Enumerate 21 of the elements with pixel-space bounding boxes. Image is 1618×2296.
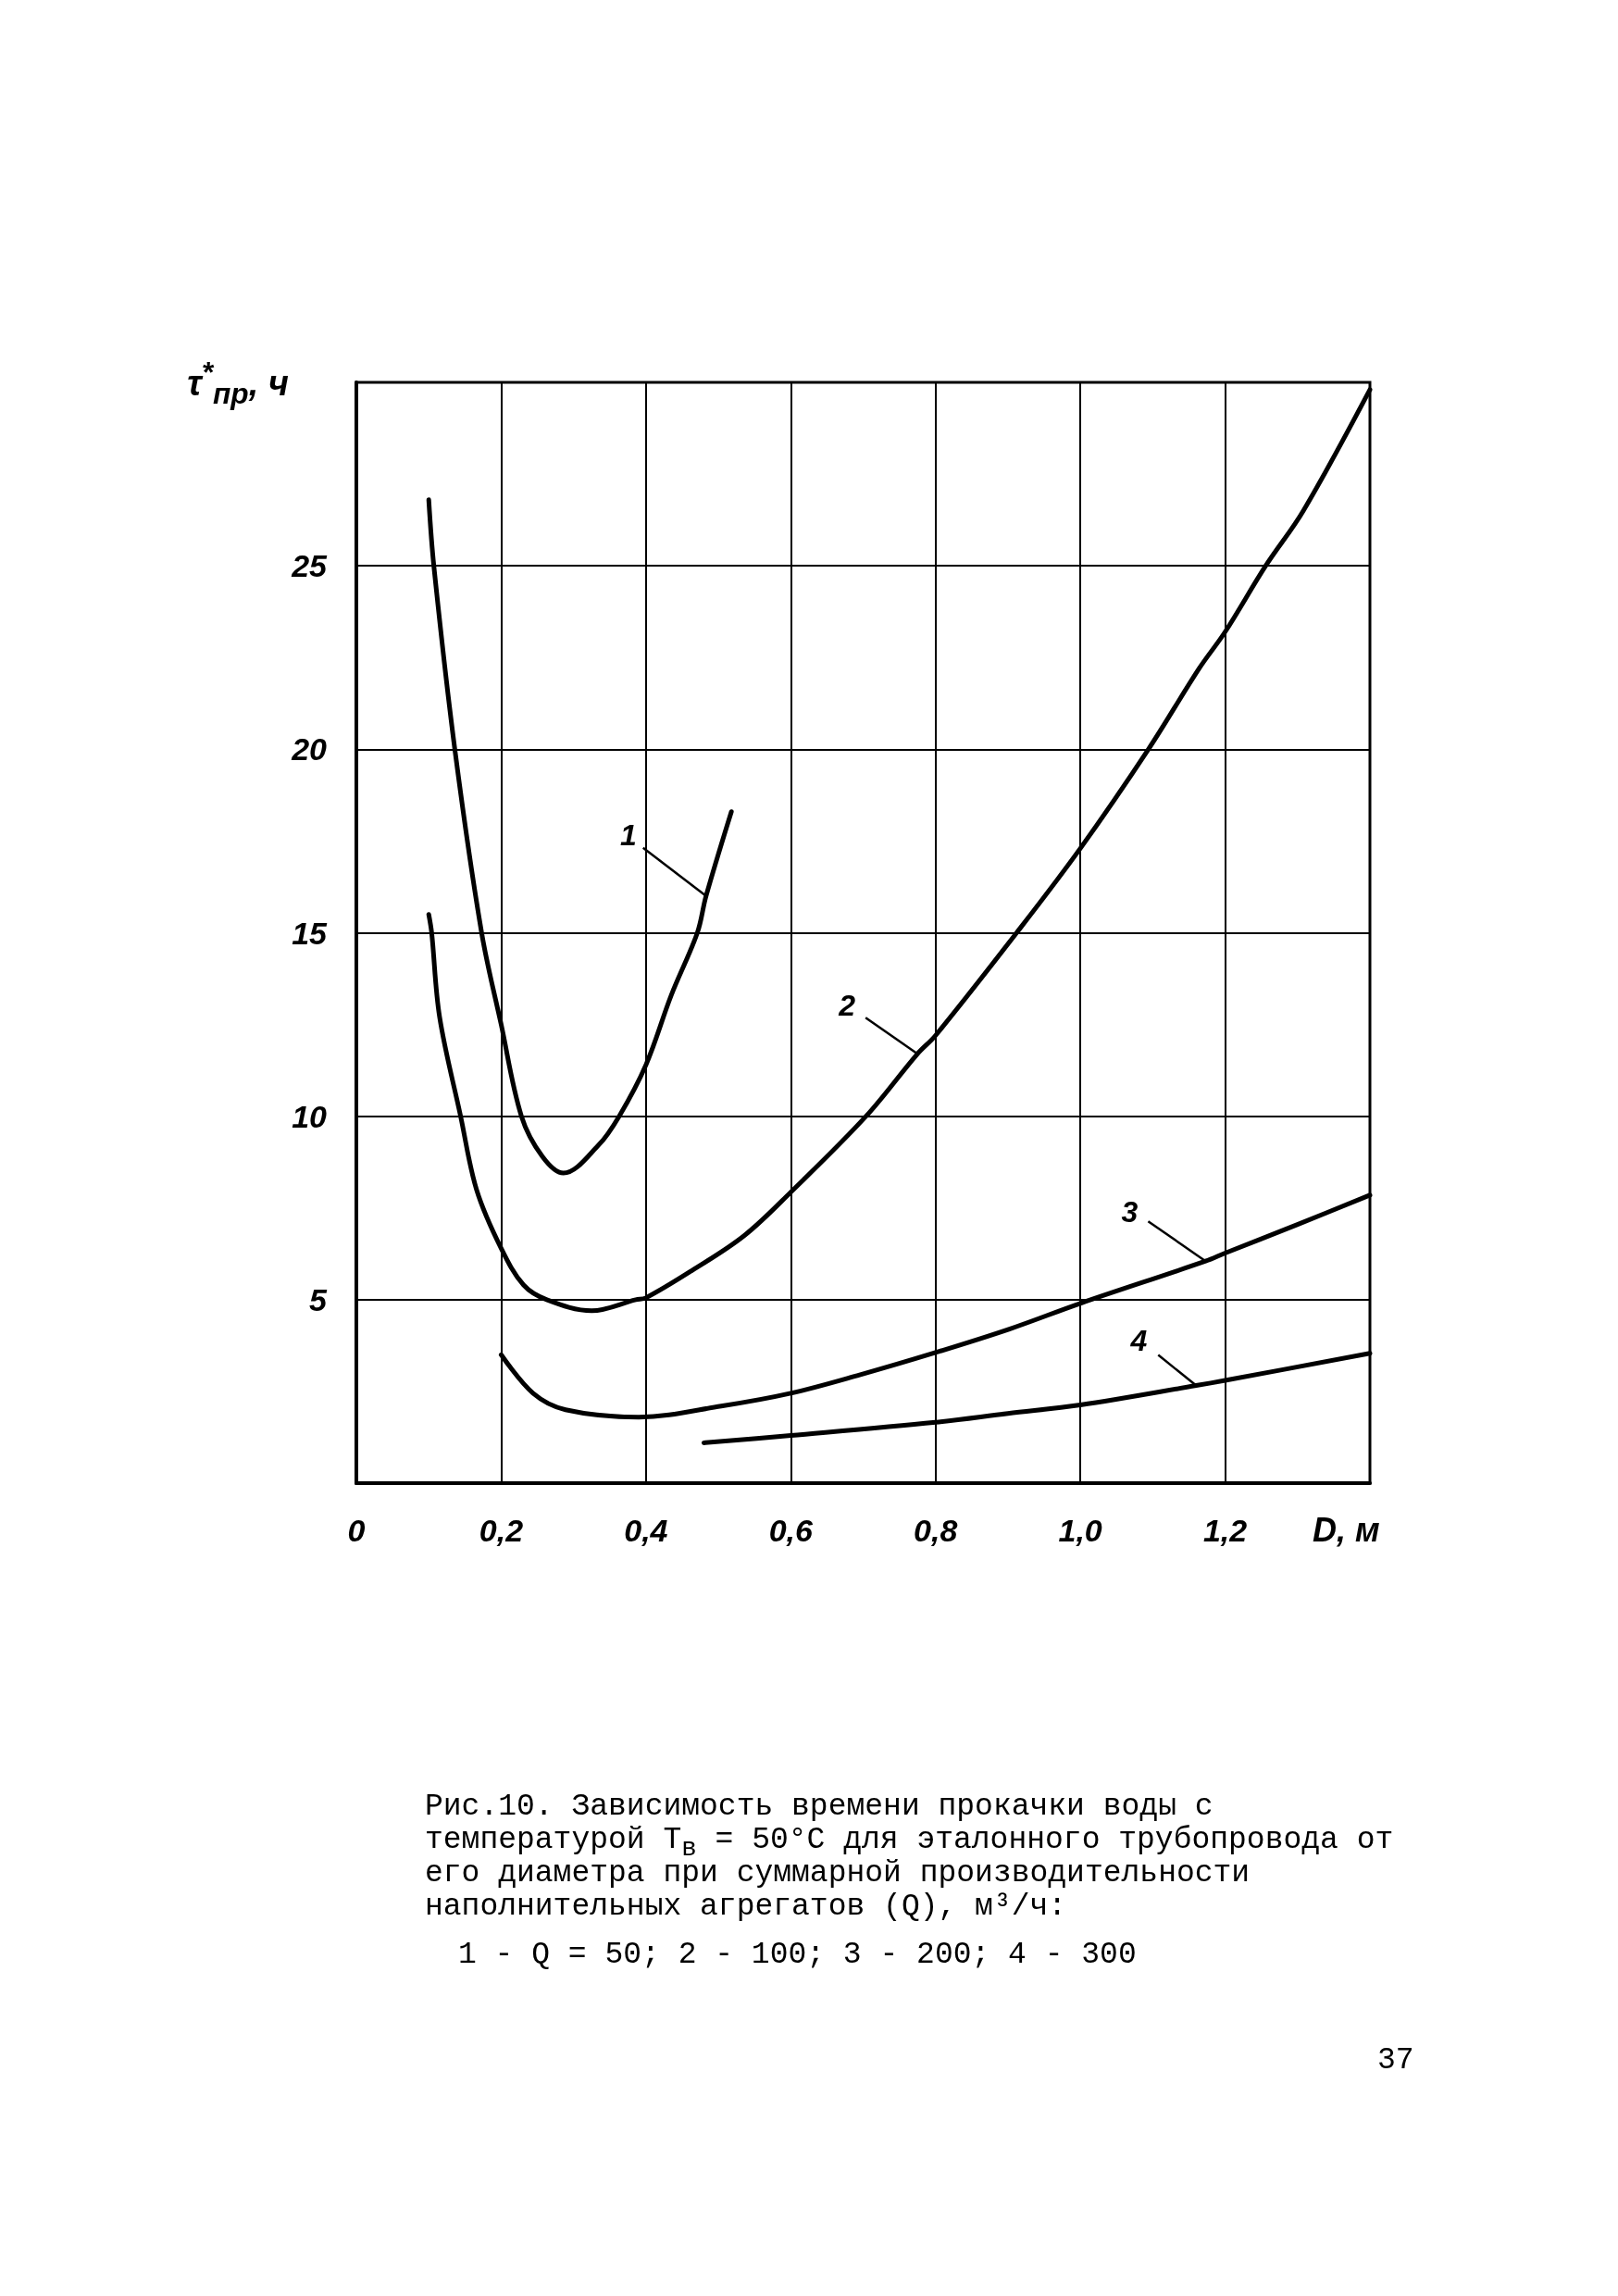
text: 2: [838, 989, 856, 1023]
y-axis-title: τ$^{*}$$_{пр}$, ч: [187, 356, 289, 410]
x-tick-label: 0,2: [479, 1513, 524, 1548]
y-tick-label: 5: [309, 1281, 329, 1317]
y-tick-label: 10: [292, 1098, 328, 1134]
x-tick-label: 0,8: [914, 1513, 958, 1548]
series-label: 4: [1129, 1323, 1148, 1357]
text: 1 - Q = 50; 2 - 100; 3 - 200; 4 - 300: [458, 1938, 1138, 1972]
x-axis-title: D, м: [1313, 1510, 1380, 1549]
x-tick-label: 0: [347, 1513, 366, 1548]
x-tick-label: 0,6: [768, 1513, 815, 1548]
x-tick-label: 1,0: [1058, 1513, 1102, 1548]
y-tick-label: 20: [291, 731, 328, 767]
y-tick-label: 15: [292, 915, 329, 951]
x-tick-label: 1,2: [1202, 1513, 1248, 1548]
text: 37: [1377, 2043, 1415, 2078]
text: 1: [619, 817, 637, 852]
y-tick-label: 25: [291, 548, 329, 584]
text: Рис.10. Зависимость времени прокачки воды с температурой T$_{в}$ = 50°C для эталонного трубопровода от его диаметра при суммарной производительности наполнительных агрегатов (Q), м³/ч:: [425, 1790, 1395, 1924]
series-label: 3: [1121, 1195, 1139, 1229]
x-tick-label: 0,4: [624, 1513, 668, 1548]
